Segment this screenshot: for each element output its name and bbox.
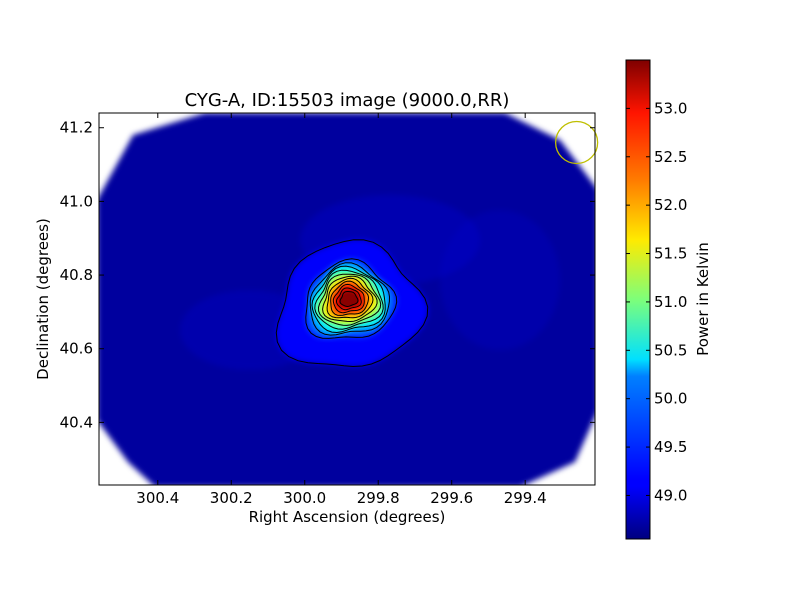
y-tick-label: 40.4 <box>60 413 93 431</box>
x-tick-label: 299.8 <box>357 489 400 507</box>
contour-line <box>317 273 382 326</box>
contour-line <box>275 239 429 368</box>
y-tick-label: 40.6 <box>60 340 93 358</box>
colorbar-ticks: 49.0 49.5 50.0 50.5 51.0 51.5 52.0 52.5 53.0 <box>626 99 687 504</box>
heatmap-variation <box>440 210 560 350</box>
plot-frame <box>98 112 596 486</box>
y-tick-label: 41.2 <box>60 119 93 137</box>
plot-area: 300.4 300.2 300.0 299.8 299.6 299.4 40.440.64… <box>60 112 599 507</box>
colorbar-tick-label: 51.0 <box>654 293 687 311</box>
x-tick-label: 300.2 <box>210 489 253 507</box>
x-tick-label: 299.4 <box>504 489 547 507</box>
colorbar-gradient <box>625 59 651 540</box>
contour-line <box>332 283 365 314</box>
x-tick-label: 300.0 <box>283 489 326 507</box>
colorbar-tick-label: 50.0 <box>654 390 687 408</box>
colorbar: 49.0 49.5 50.0 50.5 51.0 51.5 52.0 52.5 53.0 Pow… <box>625 59 712 540</box>
contour-line <box>322 275 378 323</box>
contour-line <box>339 291 359 308</box>
x-axis-ticks: 300.4 300.2 300.0 299.8 299.6 299.4 <box>136 113 547 507</box>
y-axis-label: Declination (degrees) <box>34 218 52 380</box>
colorbar-tick-label: 50.5 <box>654 341 687 359</box>
y-tick-label: 40.8 <box>60 266 93 284</box>
x-axis-label: Right Ascension (degrees) <box>249 508 446 526</box>
colorbar-tick-label: 52.0 <box>654 196 687 214</box>
colorbar-tick-label: 52.5 <box>654 148 687 166</box>
contour-line <box>305 258 398 339</box>
colorbar-tick-label: 51.5 <box>654 245 687 263</box>
heatmap-image <box>99 113 595 485</box>
chart-title: CYG-A, ID:15503 image (9000.0,RR) <box>185 90 510 111</box>
colorbar-tick-label: 49.5 <box>654 438 687 456</box>
contour-lines <box>275 239 429 368</box>
x-tick-label: 300.4 <box>136 489 179 507</box>
colorbar-tick-label: 53.0 <box>654 99 687 117</box>
beam-circle <box>554 120 599 165</box>
y-tick-label: 41.0 <box>60 192 93 210</box>
heatmap-peak <box>339 294 358 306</box>
contour-line <box>336 287 362 311</box>
y-axis-ticks: 40.4 40.6 40.8 41.0 41.2 <box>60 119 595 431</box>
contour-line <box>314 269 384 330</box>
contour-line <box>309 262 391 336</box>
contour-line <box>330 280 370 316</box>
contour-line <box>311 265 386 334</box>
colorbar-tick-label: 49.0 <box>654 486 687 504</box>
colorbar-label: Power in Kelvin <box>694 242 712 356</box>
x-tick-label: 299.6 <box>430 489 473 507</box>
contour-line <box>326 277 374 319</box>
